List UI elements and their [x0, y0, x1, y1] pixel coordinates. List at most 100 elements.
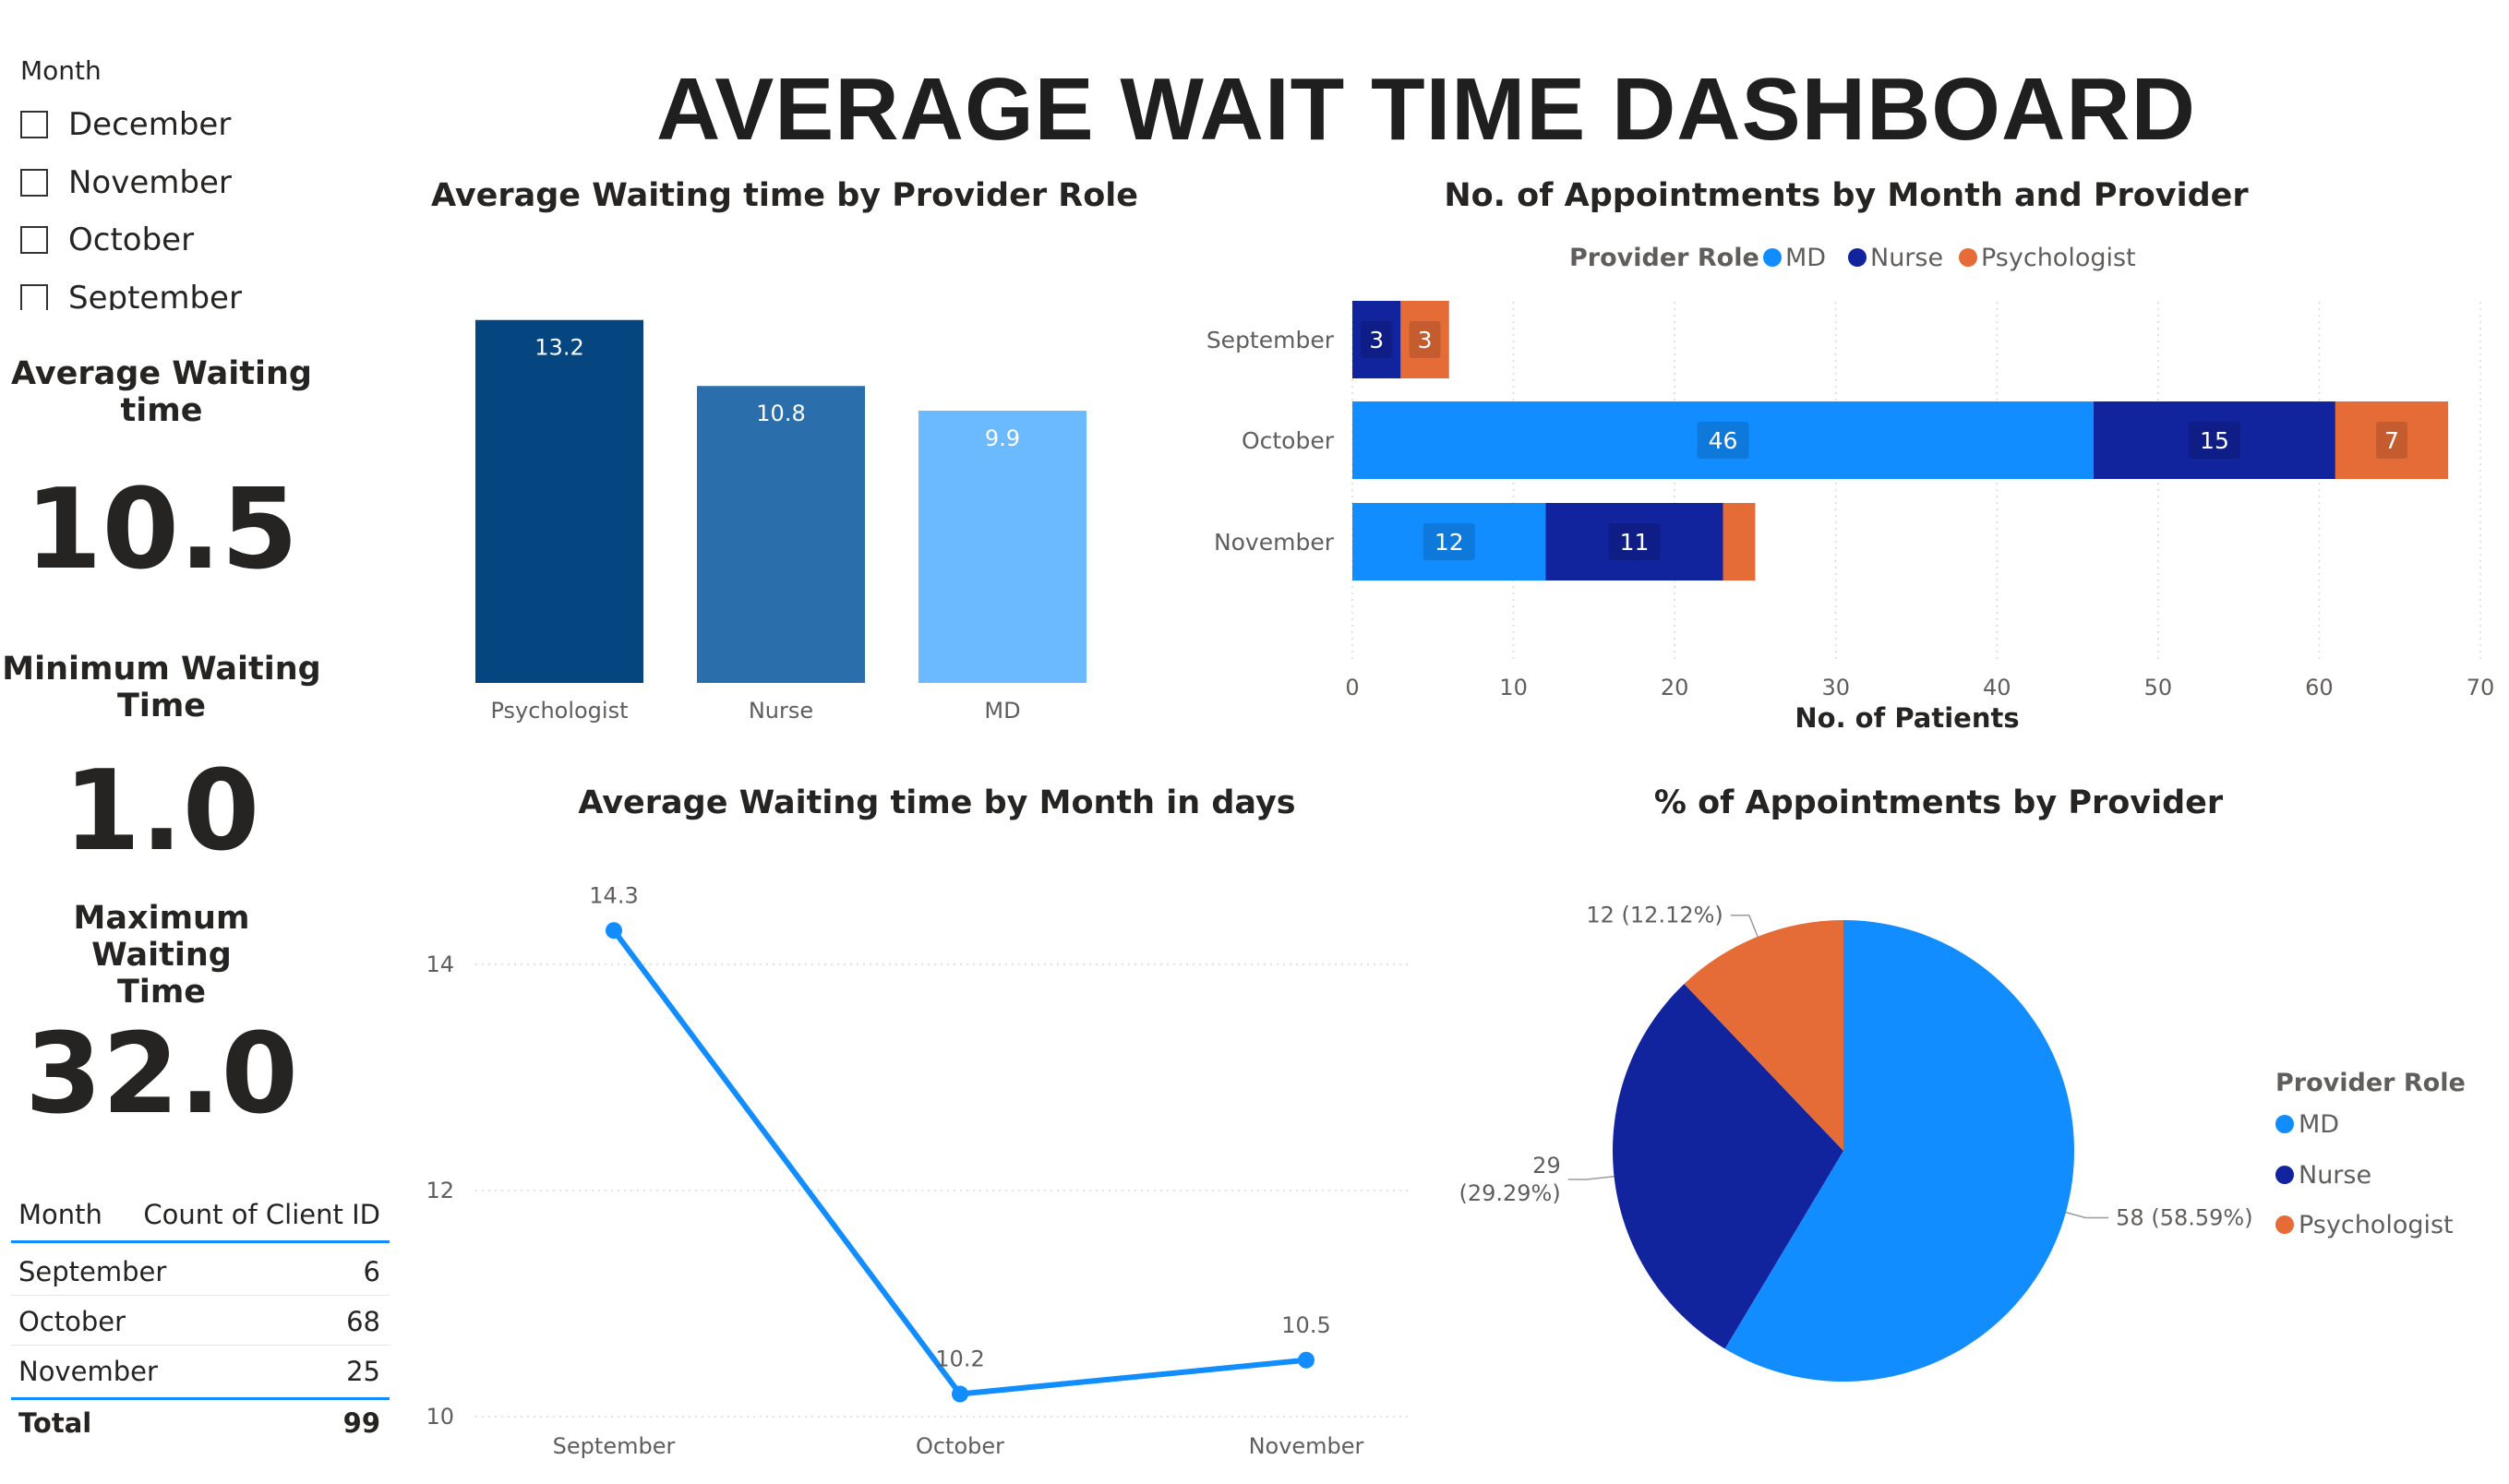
pie-slice-psychologist[interactable] — [1684, 920, 1843, 1151]
data-label-background — [2188, 422, 2240, 459]
point-data-label: 14.3 — [589, 882, 638, 908]
wait-by-month-chart: 10 12 14 14.3 September 10.2 October 10.5 Novemb… — [426, 882, 1412, 1459]
kpi-minimum-label-line2: Time — [116, 688, 207, 724]
legend-label[interactable]: Psychologist — [1981, 244, 2136, 272]
legend-marker-nurse[interactable] — [1848, 248, 1867, 267]
y-tick-label: November — [1214, 529, 1335, 556]
x-tick-label: 70 — [2467, 675, 2495, 700]
bar-segment-psychologist[interactable] — [1400, 301, 1449, 378]
x-tick-label: October — [916, 1433, 1004, 1459]
leader-line — [1730, 914, 1759, 938]
table-cell-month: September — [18, 1255, 167, 1287]
y-tick-label: 10 — [426, 1404, 454, 1430]
legend-label[interactable]: Psychologist — [2299, 1211, 2454, 1239]
legend-label[interactable]: MD — [1785, 244, 1826, 272]
share-by-provider-chart: 58 (58.59%) 29(29.29%) 12 (12.12%) Provider… — [1459, 903, 2466, 1382]
kpi-minimum-value: 1.0 — [63, 748, 260, 876]
bar-data-label: 12 — [1435, 529, 1464, 556]
legend-label[interactable]: Nurse — [2299, 1161, 2371, 1190]
x-tick-label: MD — [984, 698, 1020, 724]
kpi-maximum-label-line1: Maximum Waiting — [73, 900, 250, 974]
bar-data-label: 15 — [2200, 427, 2229, 454]
bar-segment-nurse[interactable] — [1545, 503, 1723, 580]
bar-md[interactable] — [918, 411, 1086, 683]
pie-data-label: (29.29%) — [1459, 1180, 1560, 1206]
bar-segment-psychologist[interactable] — [2335, 401, 2449, 479]
bar-data-label: 10.8 — [756, 401, 805, 426]
pie-data-label: 58 (58.59%) — [2116, 1204, 2252, 1230]
data-point[interactable] — [952, 1385, 968, 1403]
legend-label[interactable]: MD — [2299, 1110, 2339, 1139]
legend-label[interactable]: Nurse — [1870, 244, 1943, 272]
appointments-by-month-chart: Provider Role MD Nurse Psychologist 0 10 20 30 4… — [1206, 244, 2495, 734]
pie-data-label: 29 — [1532, 1153, 1561, 1179]
data-label-background — [2375, 422, 2407, 459]
y-tick-label: 14 — [426, 951, 454, 977]
table-row: October 68 — [11, 1298, 390, 1346]
table-total-row: Total 99 — [11, 1399, 390, 1447]
legend-marker-psychologist[interactable] — [2275, 1215, 2294, 1234]
bar-segment-psychologist[interactable] — [1723, 503, 1756, 580]
table-cell-month: October — [18, 1305, 126, 1337]
bar-data-label: 11 — [1620, 529, 1650, 556]
x-tick-label: November — [1249, 1433, 1364, 1459]
checkbox-icon[interactable] — [20, 111, 48, 138]
x-tick-label: 20 — [1661, 675, 1689, 700]
bar-segment-md[interactable] — [1352, 401, 2095, 479]
bar-psychologist[interactable] — [475, 319, 643, 683]
bar-segment-nurse[interactable] — [2094, 401, 2335, 479]
slicer-item-label: December — [68, 106, 232, 143]
x-axis-title: No. of Patients — [1795, 702, 2019, 734]
bar-data-label: 13.2 — [534, 335, 583, 361]
kpi-minimum-label: Minimum Waiting Time — [0, 651, 323, 724]
table-header-divider — [11, 1240, 390, 1243]
slicer-item-label: November — [68, 164, 232, 201]
legend-marker-md[interactable] — [2275, 1115, 2294, 1133]
kpi-average-label-line2: time — [120, 392, 203, 429]
checkbox-icon[interactable] — [20, 226, 48, 254]
table-header: Month Count of Client ID — [11, 1191, 390, 1239]
point-data-label: 10.5 — [1281, 1312, 1330, 1338]
bar-data-label: 3 — [1369, 327, 1384, 353]
legend-marker-psychologist[interactable] — [1959, 248, 1977, 267]
slicer-item-november[interactable]: November — [20, 159, 232, 207]
bar-nurse[interactable] — [697, 386, 865, 683]
slicer-item-september[interactable]: September — [20, 274, 242, 310]
x-tick-label: 50 — [2144, 675, 2173, 700]
legend-marker-md[interactable] — [1763, 248, 1782, 267]
slicer-item-october[interactable]: October — [20, 216, 194, 264]
x-tick-label: 60 — [2305, 675, 2334, 700]
bar-segment-md[interactable] — [1352, 503, 1546, 580]
pie-slice-nurse[interactable] — [1613, 984, 1843, 1349]
x-tick-label: Nurse — [749, 698, 813, 724]
slicer-item-label: September — [68, 280, 242, 310]
x-tick-label: September — [553, 1433, 676, 1459]
pie-data-label: 12 (12.12%) — [1586, 903, 1723, 928]
pie-slice-md[interactable] — [1724, 920, 2074, 1382]
data-point[interactable] — [1298, 1351, 1315, 1369]
leader-line — [2065, 1211, 2109, 1219]
kpi-average-label: Average Waiting time — [0, 355, 323, 429]
kpi-maximum-label: Maximum Waiting Time — [0, 900, 323, 1011]
leader-line — [1567, 1175, 1615, 1180]
table-header-month[interactable]: Month — [18, 1199, 102, 1230]
data-label-background — [1361, 321, 1393, 358]
chart-title-wait-by-month: Average Waiting time by Month in days — [578, 784, 1296, 821]
slicer-item-december[interactable]: December — [20, 101, 231, 149]
bar-segment-nurse[interactable] — [1352, 301, 1401, 378]
legend-title: Provider Role — [2275, 1069, 2466, 1097]
series-line — [611, 928, 1307, 1397]
checkbox-icon[interactable] — [20, 169, 48, 197]
table-header-count[interactable]: Count of Client ID — [143, 1199, 380, 1230]
chart-title-share-by-provider: % of Appointments by Provider — [1653, 784, 2224, 821]
checkbox-icon[interactable] — [20, 284, 48, 310]
table-total-label: Total — [18, 1407, 92, 1439]
table-row: November 25 — [11, 1347, 390, 1395]
wait-by-role-chart: 13.2 Psychologist 10.8 Nurse 9.9 MD — [475, 319, 1086, 724]
kpi-minimum-label-line1: Minimum Waiting — [2, 651, 321, 688]
legend-marker-nurse[interactable] — [2275, 1166, 2294, 1184]
table-row: September 6 — [11, 1248, 390, 1296]
chart-title-appointments-by-month: No. of Appointments by Month and Provide… — [1444, 177, 2249, 214]
table-total-value: 99 — [342, 1407, 380, 1439]
data-point[interactable] — [606, 922, 622, 939]
